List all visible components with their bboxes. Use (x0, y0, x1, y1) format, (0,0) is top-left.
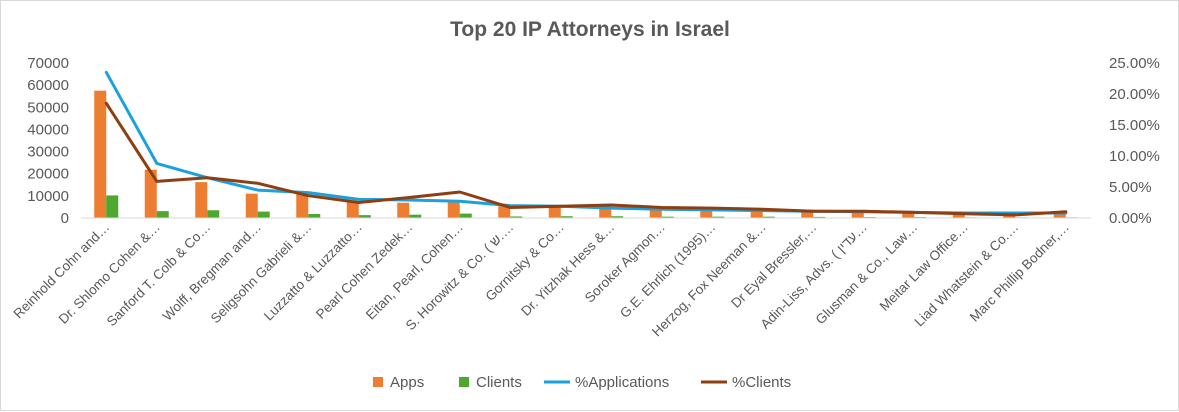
left-tick-label: 50000 (27, 99, 69, 116)
left-axis-ticks: 0 10000 20000 30000 40000 50000 60000 70000 (27, 55, 69, 227)
bar-apps (952, 213, 965, 218)
bar-apps (851, 212, 864, 218)
bar-apps (902, 212, 915, 218)
lines (104, 70, 1068, 217)
category-label: Meitar Law Office… (877, 220, 971, 314)
left-tick-label: 20000 (27, 166, 69, 183)
category-label: Dr. Shlomo Cohen &… (56, 220, 163, 327)
category-label: Luzzatto & Luzzatto… (261, 220, 365, 324)
legend-label-apps: Apps (390, 374, 424, 391)
right-tick-label: 15.00% (1109, 117, 1160, 134)
left-tick-label: 30000 (27, 144, 69, 161)
bar-clients (510, 216, 523, 218)
bar-apps (346, 201, 359, 218)
category-label: Eitan, Pearl, Cohen… (363, 220, 466, 323)
right-axis-ticks: 0.00% 5.00% 10.00% 15.00% 20.00% 25.00% (1109, 55, 1160, 227)
right-tick-label: 0.00% (1109, 210, 1152, 227)
right-tick-label: 5.00% (1109, 179, 1152, 196)
right-tick-label: 20.00% (1109, 86, 1160, 103)
category-label: Sanford T. Colb & Co… (104, 220, 214, 330)
line-pct-clients (104, 101, 1068, 217)
bar-clients (459, 213, 472, 218)
category-label: Marc Phillip Bodner,… (967, 220, 1072, 325)
left-tick-label: 10000 (27, 188, 69, 205)
bar-apps (94, 90, 107, 218)
bar-apps (245, 193, 258, 218)
bar-clients (358, 215, 371, 218)
right-tick-label: 25.00% (1109, 55, 1160, 72)
bar-apps (1003, 214, 1016, 218)
bar-apps (498, 206, 511, 218)
bar-apps (195, 182, 208, 218)
bar-apps (750, 210, 763, 218)
bar-clients (611, 216, 624, 218)
legend-label-pct-clients: %Clients (732, 374, 791, 391)
legend-swatch-clients (459, 377, 469, 387)
bar-apps (447, 200, 460, 218)
bar-clients (813, 216, 826, 218)
legend: Apps Clients %Applications %Clients (373, 374, 791, 391)
bar-clients (560, 216, 573, 218)
bar-apps (649, 209, 662, 218)
bar-clients (106, 195, 119, 218)
line-pct-applications (104, 70, 1068, 215)
category-label: Liad Whatstein & Co.… (912, 220, 1022, 330)
category-label: G.E. Ehrlich (1995)… (617, 220, 718, 321)
bar-apps (599, 208, 612, 218)
left-tick-label: 60000 (27, 77, 69, 94)
category-label: Pearl Cohen Zedek… (313, 220, 415, 322)
bar-clients (257, 211, 270, 218)
bar-apps (1053, 213, 1066, 218)
bar-clients (661, 216, 674, 218)
left-tick-label: 70000 (27, 55, 69, 72)
bar-clients (156, 211, 169, 218)
legend-label-pct-applications: %Applications (575, 374, 669, 391)
bar-clients (712, 216, 725, 218)
chart-title: Top 20 IP Attorneys in Israel (450, 18, 730, 41)
category-label: Glusman & Co., Law… (813, 220, 921, 328)
category-label: Seligsohn Gabrieli &… (208, 220, 315, 327)
bars (94, 90, 1078, 218)
bar-apps (397, 202, 410, 218)
category-label: Wolff, Bregman and… (160, 220, 264, 324)
category-label: Dr Eyal Bressler,… (728, 220, 819, 311)
left-tick-label: 40000 (27, 121, 69, 138)
bar-clients (762, 216, 775, 218)
category-label: Dr. Yitzhak Hess &… (518, 220, 617, 319)
bar-apps (700, 210, 713, 218)
bar-apps (801, 212, 814, 218)
bar-apps (144, 169, 157, 218)
right-tick-label: 10.00% (1109, 148, 1160, 165)
bar-apps (548, 207, 561, 218)
left-tick-label: 0 (61, 210, 69, 227)
bar-clients (207, 210, 220, 218)
category-labels: Reinhold Cohn and…Dr. Shlomo Cohen &…San… (10, 220, 1071, 340)
legend-label-clients: Clients (476, 374, 522, 391)
bar-clients (409, 214, 422, 218)
category-label: Reinhold Cohn and… (10, 220, 112, 322)
bar-apps (296, 194, 309, 218)
legend-swatch-apps (373, 377, 383, 387)
bar-clients (308, 214, 321, 218)
